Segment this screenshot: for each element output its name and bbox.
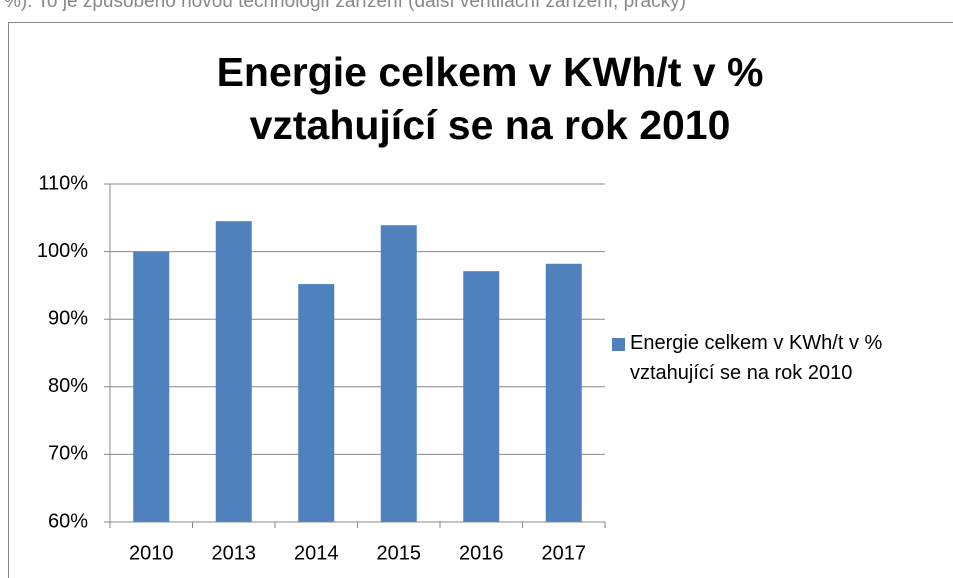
bar bbox=[133, 251, 170, 522]
chart-title: vztahující se na rok 2010 bbox=[250, 102, 731, 148]
y-tick-label: 100% bbox=[37, 240, 88, 262]
bar bbox=[463, 271, 500, 522]
y-tick-label: 80% bbox=[48, 375, 88, 397]
legend-swatch bbox=[612, 338, 625, 351]
x-tick-label: 2013 bbox=[212, 542, 257, 564]
x-tick-label: 2010 bbox=[129, 542, 174, 564]
chart-border bbox=[8, 22, 953, 578]
bar bbox=[298, 284, 335, 522]
bar bbox=[380, 225, 417, 522]
x-tick-label: 2015 bbox=[377, 542, 422, 564]
y-tick-label: 70% bbox=[48, 443, 88, 465]
y-tick-label: 60% bbox=[48, 510, 88, 532]
y-tick-label: 90% bbox=[48, 307, 88, 329]
x-tick-label: 2016 bbox=[459, 542, 504, 564]
body-text: %). To je způsobeno novou technologií za… bbox=[4, 0, 686, 12]
legend: Energie celkem v KWh/t v % vztahující se… bbox=[612, 328, 932, 388]
y-tick-label: 110% bbox=[38, 172, 88, 194]
x-tick-label: 2014 bbox=[294, 542, 339, 564]
chart-title: Energie celkem v KWh/t v % bbox=[217, 49, 764, 95]
x-tick-label: 2017 bbox=[542, 542, 587, 564]
bar bbox=[215, 221, 252, 522]
legend-label: Energie celkem v KWh/t v % vztahující se… bbox=[630, 332, 883, 384]
bar bbox=[545, 263, 582, 522]
